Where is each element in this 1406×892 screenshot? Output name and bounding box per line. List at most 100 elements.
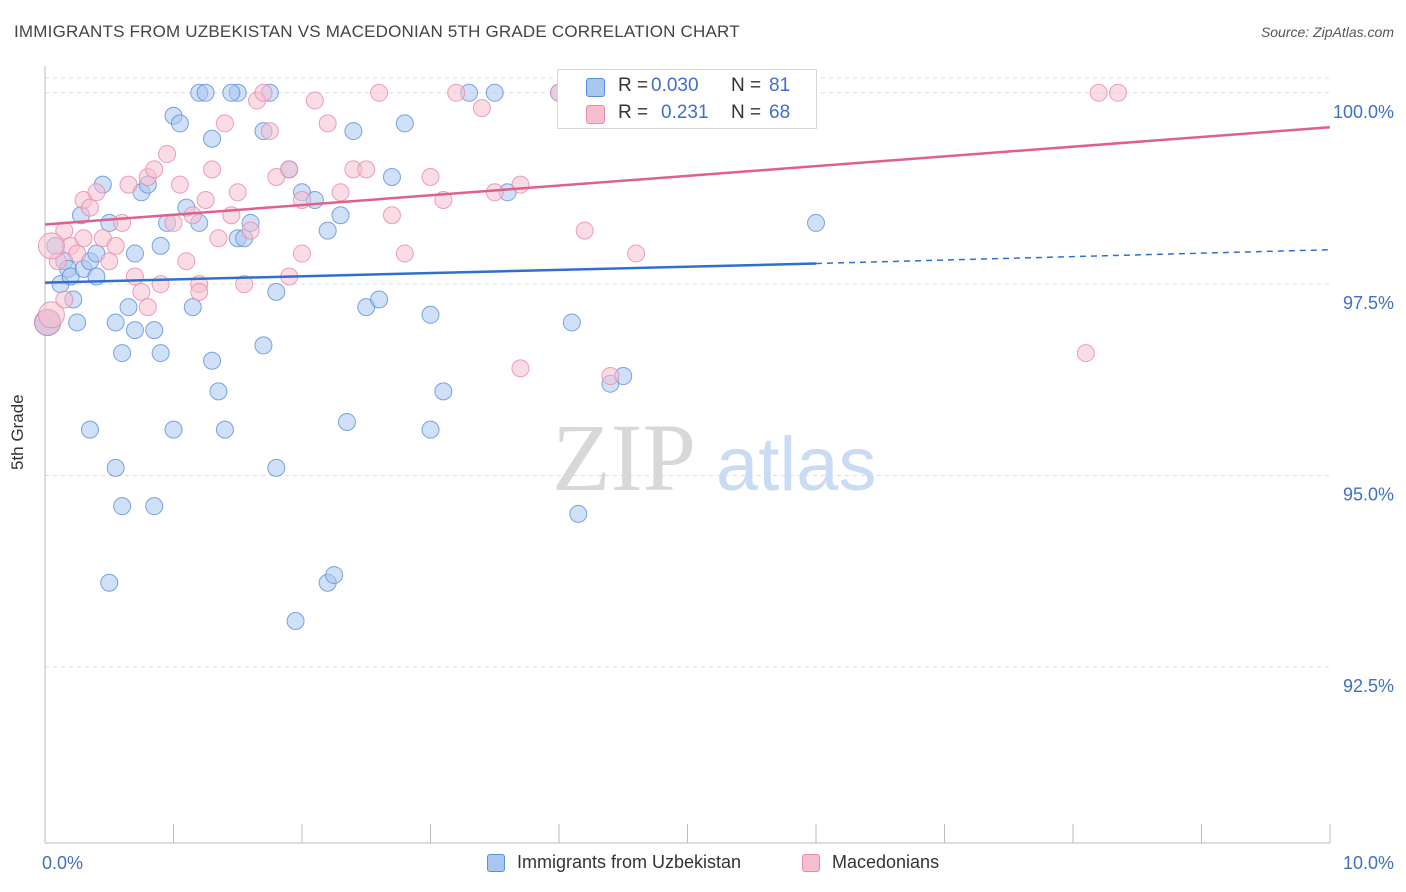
point-uzbekistan [170,114,189,133]
axes [44,66,1331,844]
point-macedonians [235,275,254,294]
point-macedonians [601,367,620,386]
point-macedonians [37,301,65,329]
point-macedonians [627,244,646,263]
y-tick-label: 92.5% [1343,676,1394,696]
tick-labels: 92.5% 95.0% 97.5% 100.0% 0.0% 10.0% [42,102,1394,873]
point-macedonians [370,83,389,102]
point-uzbekistan [434,382,453,401]
watermark-atlas: atlas [716,422,877,507]
point-macedonians [1108,83,1127,102]
point-uzbekistan [106,313,125,332]
point-macedonians [119,175,138,194]
y-tick-label: 97.5% [1343,293,1394,313]
point-macedonians [241,221,260,240]
point-macedonians [472,99,491,118]
point-uzbekistan [382,168,401,186]
point-uzbekistan [203,351,222,370]
point-uzbekistan [807,213,825,232]
point-uzbekistan [370,290,389,309]
point-macedonians [215,114,234,133]
y-tick-label: 100.0% [1333,102,1394,122]
legend-row-macedonians: R = 0.231 N = 68 [558,100,818,128]
legend-swatch-pink [802,853,820,872]
point-macedonians [203,160,222,179]
point-uzbekistan [286,612,305,630]
point-macedonians [55,290,74,309]
point-macedonians [132,282,151,301]
point-macedonians [164,213,183,232]
point-uzbekistan [331,206,350,225]
r-value: 0.231 [661,102,709,123]
point-macedonians [305,91,324,110]
point-macedonians [382,206,401,225]
source-label: Source: ZipAtlas.com [1260,24,1394,40]
point-uzbekistan [318,221,337,240]
point-uzbekistan [113,344,132,363]
point-uzbekistan [203,129,222,148]
point-macedonians [100,252,119,271]
point-uzbekistan [80,420,99,439]
legend-label: Immigrants from Uzbekistan [517,852,742,872]
point-macedonians [177,252,196,271]
point-macedonians [395,244,414,263]
legend-item-uzbekistan[interactable]: Immigrants from Uzbekistan [487,852,741,873]
point-macedonians [170,175,189,194]
point-uzbekistan [183,298,202,317]
legend-label: Macedonians [832,852,940,872]
n-label: N = [731,75,762,96]
point-uzbekistan [145,497,164,516]
y-tick-label: 95.0% [1343,485,1394,505]
point-macedonians [447,83,466,102]
watermark-zip: ZIP [552,404,696,511]
point-uzbekistan [421,420,440,439]
point-macedonians [331,183,350,202]
point-uzbekistan [215,420,234,439]
point-macedonians [318,114,337,133]
n-label: N = [731,102,762,123]
point-uzbekistan [68,313,87,332]
point-uzbekistan [485,83,504,102]
point-uzbekistan [119,298,138,317]
legend-swatch-blue [487,853,505,872]
point-uzbekistan [196,83,215,102]
chart-title: IMMIGRANTS FROM UZBEKISTAN VS MACEDONIAN… [14,22,740,41]
point-uzbekistan [145,321,164,340]
point-uzbekistan [113,497,132,516]
trend-extension-blue [815,248,1331,265]
point-macedonians [357,160,376,179]
point-macedonians [575,221,594,240]
r-label: R = [618,75,649,96]
point-uzbekistan [106,458,125,477]
point-uzbekistan [267,282,286,301]
point-macedonians [209,229,228,248]
point-macedonians [106,236,125,255]
point-macedonians [183,206,202,225]
point-uzbekistan [100,573,119,592]
point-macedonians [151,275,170,294]
trend-line-pink [44,125,1331,226]
point-macedonians [421,168,440,186]
point-macedonians [228,183,247,202]
r-label: R = [618,102,649,123]
r-value: 0.030 [651,75,699,96]
correlation-legend: R = 0.030 N = 81 R = 0.231 N = 68 [557,69,817,129]
point-macedonians [190,282,209,301]
point-macedonians [138,298,157,317]
point-uzbekistan [254,336,273,355]
point-uzbekistan [209,382,228,401]
trend-lines [44,125,1331,284]
point-macedonians [280,160,299,179]
point-macedonians [1076,344,1095,363]
point-uzbekistan [337,412,356,431]
legend-item-macedonians[interactable]: Macedonians [802,852,939,873]
point-macedonians [68,244,87,263]
point-macedonians [158,145,177,164]
point-uzbekistan [151,344,170,363]
legend-swatch-blue [586,78,605,97]
point-uzbekistan [267,458,286,477]
point-uzbekistan [125,321,144,340]
point-macedonians [511,359,530,378]
n-value: 81 [769,75,791,96]
